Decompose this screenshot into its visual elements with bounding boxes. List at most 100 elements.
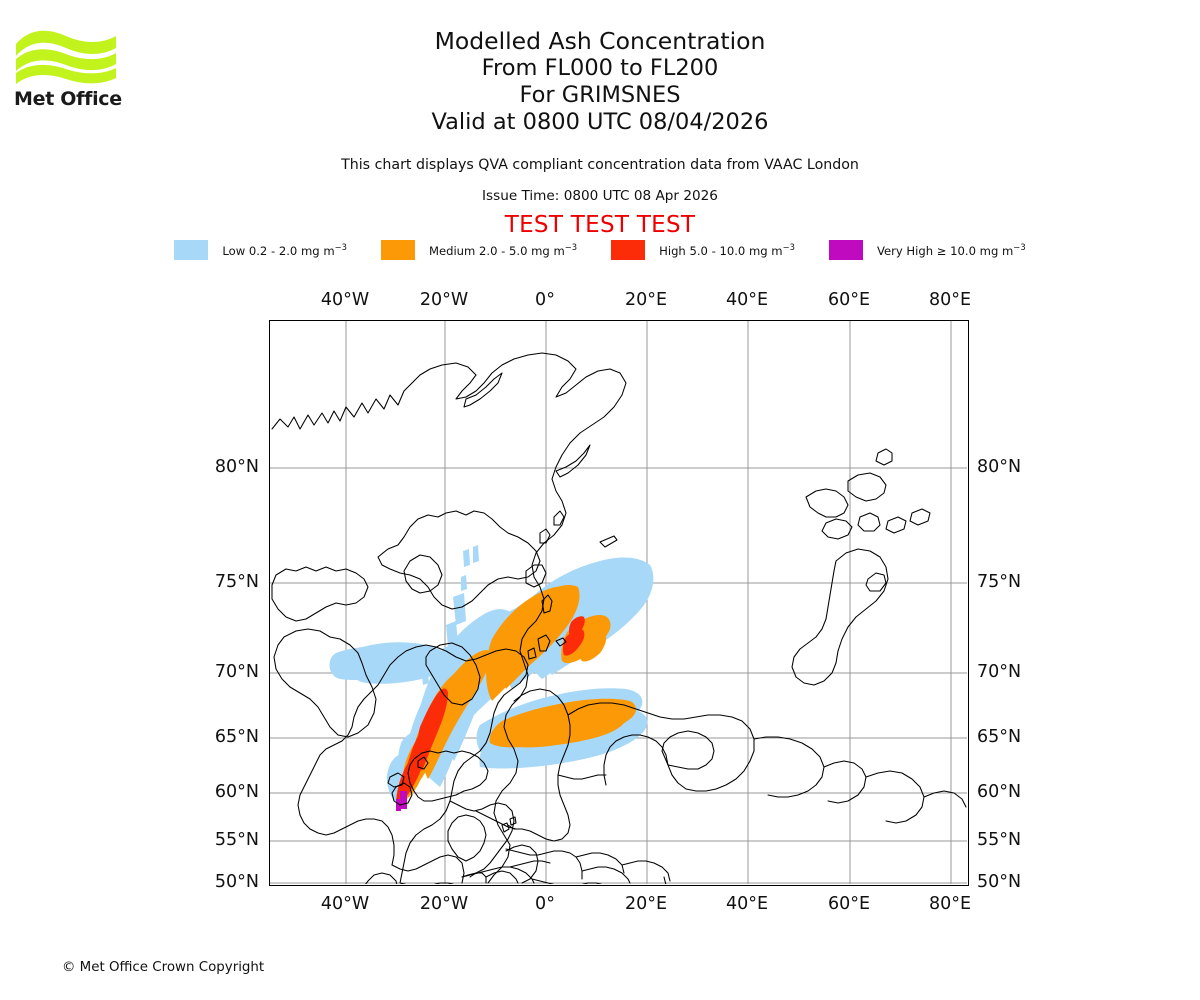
lon-tick-label-top: 20°E [624, 290, 668, 310]
lon-tick-label-bottom: 40°E [725, 894, 769, 914]
norway-west-coast [297, 692, 395, 866]
faroe-islands [501, 822, 510, 833]
sweden-east-coast [449, 800, 515, 878]
wave-logo-icon [16, 30, 116, 84]
franz-josef-land-2 [847, 472, 887, 502]
page-title: Modelled Ash Concentration [434, 27, 766, 55]
svalbard-west [271, 566, 369, 622]
legend-item-very-high: Very High ≥ 10.0 mg m−3 [828, 240, 1026, 260]
lon-tick-label-bottom: 80°E [928, 894, 972, 914]
uk-wales [485, 870, 519, 884]
volcano-name: For GRIMSNES [519, 82, 681, 108]
hopen-island [527, 647, 537, 660]
novaya-zemlya-strait [865, 572, 887, 592]
chart-note: This chart displays QVA compliant concen… [341, 157, 859, 173]
lat-tick-label-right: 55°N [977, 830, 1022, 850]
svalbard-southwest [273, 628, 377, 738]
lat-tick-label-left: 50°N [214, 872, 259, 892]
svalbard-barentsoya [403, 554, 443, 594]
russia-edge-coast [923, 790, 967, 808]
lat-tick-label-left: 65°N [214, 727, 259, 747]
lon-tick-label-top: 40°W [320, 290, 370, 310]
iceland-fjord [417, 756, 429, 770]
legend-swatch-very-high [828, 240, 863, 260]
uk-england-east [505, 844, 539, 884]
russia-northeast-coast [823, 760, 867, 804]
lat-tick-label-left: 80°N [214, 457, 259, 477]
lat-tick-label-left: 75°N [214, 572, 259, 592]
ireland-outline [469, 872, 487, 884]
uk-scotland-outline [447, 814, 487, 862]
kola-peninsula-white-sea [567, 702, 755, 792]
poland-baltic-coast [531, 878, 603, 884]
latvia-lithuania-border [581, 866, 631, 884]
gulf-of-finland [475, 810, 517, 830]
greenland-island-1 [525, 564, 547, 588]
greenland-island-4 [537, 634, 551, 652]
latvia-russia-border [621, 860, 671, 882]
lat-tick-label-right: 65°N [977, 727, 1022, 747]
franz-josef-land-7 [909, 508, 931, 526]
russia-west-border [663, 876, 667, 884]
gulf-of-riga [509, 860, 551, 868]
greenland-island-5 [553, 510, 565, 526]
svalbard-spitsbergen [377, 510, 541, 610]
subtitle-block: This chart displays QVA compliant concen… [0, 156, 1200, 239]
russia-north-coast [753, 736, 825, 798]
greenland-island-2 [539, 528, 551, 544]
ash-plume-overlay [329, 545, 654, 811]
svalbard-edgeoya [425, 642, 481, 706]
franz-josef-land-3 [875, 448, 893, 466]
lon-tick-label-top: 0° [535, 290, 555, 310]
lat-tick-label-left: 70°N [214, 662, 259, 682]
greenland-coast [271, 352, 627, 884]
lat-tick-label-right: 70°N [977, 662, 1022, 682]
finland-east-border [507, 688, 571, 842]
greenland-fjord-1 [463, 372, 503, 408]
lon-tick-label-top: 40°E [725, 290, 769, 310]
met-office-logo: Met Office [14, 26, 134, 116]
legend-swatch-low [174, 240, 209, 260]
lat-tick-label-left: 60°N [214, 782, 259, 802]
estonia-latvia-coast [505, 848, 583, 880]
norway-coast [369, 644, 529, 884]
franz-josef-land-5 [857, 512, 881, 532]
legend-item-high: High 5.0 - 10.0 mg m−3 [611, 240, 829, 260]
map-frame [269, 320, 969, 886]
greenland-fjord-2 [555, 444, 591, 478]
lon-tick-label-bottom: 0° [535, 894, 555, 914]
copyright-notice: © Met Office Crown Copyright [62, 960, 265, 975]
iceland-westfjords [387, 772, 405, 788]
lon-tick-label-bottom: 20°W [419, 894, 469, 914]
white-sea [661, 730, 715, 770]
legend-label-high: High 5.0 - 10.0 mg m−3 [659, 242, 795, 258]
title-block: Modelled Ash Concentration From FL000 to… [0, 28, 1200, 136]
legend-swatch-medium [380, 240, 415, 260]
sweden-south-coast [391, 854, 465, 884]
legend-label-medium: Medium 2.0 - 5.0 mg m−3 [428, 242, 578, 258]
lon-tick-label-top: 60°E [827, 290, 871, 310]
valid-time: Valid at 0800 UTC 08/04/2026 [431, 109, 769, 135]
lat-tick-label-right: 50°N [977, 872, 1022, 892]
lat-tick-label-right: 60°N [977, 782, 1022, 802]
flight-level-range: From FL000 to FL200 [481, 55, 719, 81]
novaya-zemlya [791, 548, 889, 686]
denmark-jutland [365, 872, 398, 884]
franz-josef-land-1 [805, 488, 849, 518]
legend-item-low: Low 0.2 - 2.0 mg m−3 [174, 240, 381, 260]
russia-far-northeast [865, 770, 925, 824]
legend-item-medium: Medium 2.0 - 5.0 mg m−3 [380, 240, 611, 260]
iceland-west-peninsula [391, 782, 413, 806]
estonia-border [575, 852, 625, 874]
coastlines [271, 352, 967, 884]
lon-tick-label-top: 20°W [419, 290, 469, 310]
lon-tick-label-bottom: 20°E [624, 894, 668, 914]
lat-tick-label-right: 75°N [977, 572, 1022, 592]
lat-tick-label-right: 80°N [977, 457, 1022, 477]
finland-russia-border [557, 774, 607, 780]
met-office-wordmark: Met Office [14, 88, 122, 110]
lat-tick-label-left: 55°N [214, 830, 259, 850]
franz-josef-land-6 [885, 516, 907, 534]
issue-time: Issue Time: 0800 UTC 08 Apr 2026 [482, 188, 718, 204]
